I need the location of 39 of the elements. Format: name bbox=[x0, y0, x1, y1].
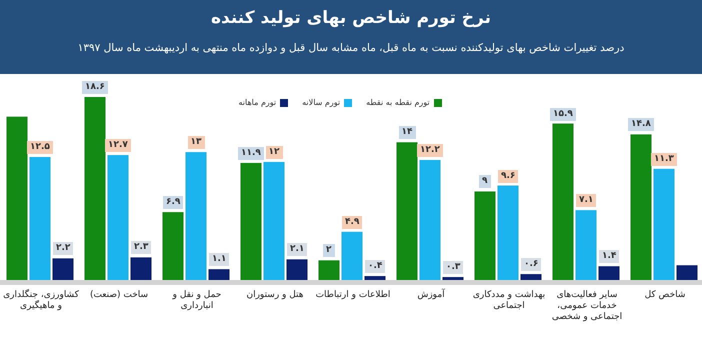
x-tick-label: هتل و رستوران bbox=[245, 290, 305, 301]
data-label: ۲.۳ bbox=[131, 241, 152, 254]
data-label: ۷.۱ bbox=[576, 194, 596, 208]
data-label: ۰.۶ bbox=[521, 258, 542, 272]
data-label: ۲.۲ bbox=[53, 242, 74, 256]
data-label: ۱.۴ bbox=[599, 250, 620, 264]
data-label: ۱۴ bbox=[398, 126, 416, 140]
data-label: ۱۲.۲ bbox=[417, 144, 443, 157]
data-label: ۱۴.۸ bbox=[628, 118, 654, 132]
x-tick-label: ساخت (صنعت) bbox=[88, 290, 150, 301]
chart-title: نرخ تورم شاخص بهای تولید کننده bbox=[210, 8, 492, 28]
data-label: ۰.۳ bbox=[443, 261, 464, 274]
data-label: ۱۲.۵ bbox=[27, 141, 53, 154]
data-label: ۴.۹ bbox=[342, 216, 362, 229]
x-tick-label: کشاورزی، جنگلداری و ماهیگیری bbox=[2, 290, 80, 312]
data-label: ۱۸.۶ bbox=[82, 81, 108, 94]
data-label: ۱۲ bbox=[266, 146, 282, 159]
data-label: ۹ bbox=[479, 175, 490, 188]
data-label: ۲.۱ bbox=[287, 243, 308, 256]
data-label: ۱.۱ bbox=[209, 253, 230, 266]
data-label: ۱۱.۳ bbox=[651, 152, 677, 166]
legend-label: تورم ماهانه bbox=[238, 98, 276, 107]
chart-subtitle: درصد تغییرات شاخص بهای تولیدکننده نسبت به ماه قبل، ماه مشابه سال قبل و دوازده ماه منتهی به اردیبهشت ماه سال ۱۳۹۷ bbox=[76, 42, 626, 54]
data-label: ۲ bbox=[323, 244, 334, 258]
x-tick-label: شاخص کل bbox=[644, 290, 686, 301]
data-label: ۰.۴ bbox=[365, 260, 386, 274]
data-label: ۱۵.۹ bbox=[550, 108, 576, 121]
legend-label: تورم سالانه bbox=[302, 98, 340, 107]
legend-label: تورم نقطه به نقطه bbox=[366, 98, 430, 107]
data-label: ۹.۶ bbox=[498, 170, 518, 183]
data-label: ۶.۹ bbox=[163, 196, 184, 210]
x-tick-label: آموزش bbox=[416, 290, 446, 301]
data-label: ۱۳ bbox=[188, 136, 204, 150]
x-tick-label: اطلاعات و ارتباطات bbox=[314, 290, 392, 301]
data-label: ۱۱.۹ bbox=[238, 146, 264, 160]
x-tick-label: حمل و نقل و انبارداری bbox=[171, 290, 222, 312]
data-label: ۱۲.۷ bbox=[105, 139, 131, 152]
x-tick-label: سایر فعالیت‌های خدمات عمومی، اجتماعی و شخصی bbox=[550, 290, 624, 323]
x-tick-label: بهداشت و مددکاری اجتماعی bbox=[472, 290, 546, 312]
